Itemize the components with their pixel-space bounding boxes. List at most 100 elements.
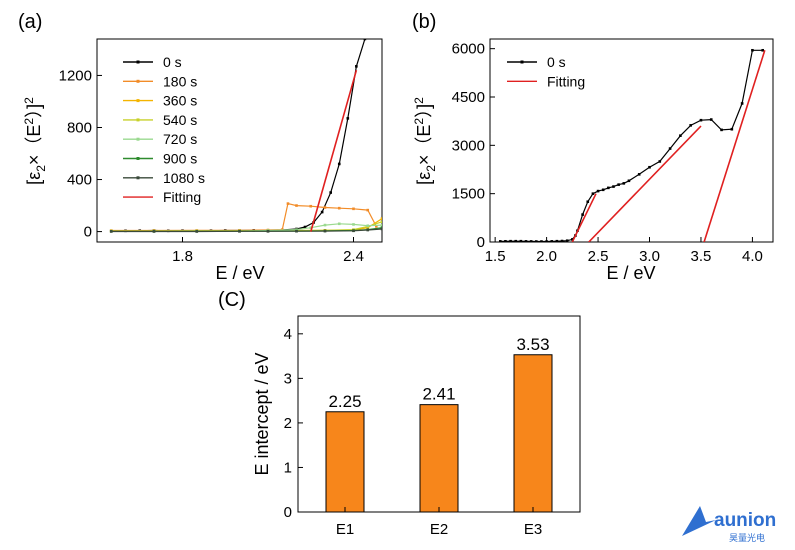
data-point (337, 222, 341, 226)
legend-label: 540 s (163, 112, 197, 128)
chart-panel-a: (a) 0 400 800 1200 1.8 2.4 0 s 180 s 360 s 540 … (18, 11, 383, 283)
data-point (323, 229, 327, 233)
data-point (352, 223, 355, 226)
data-point (372, 32, 375, 35)
y-tick-label: 0 (477, 234, 485, 251)
data-point (309, 204, 313, 208)
data-point (380, 217, 382, 220)
legend-marker (520, 60, 524, 64)
series-line (111, 39, 367, 232)
data-point (560, 239, 564, 242)
data-point (366, 208, 370, 212)
data-point (730, 127, 734, 131)
x-tick-label: 4.0 (742, 248, 763, 265)
x-axis-label-b: E / eV (606, 263, 655, 283)
y-tick-label: 0 (84, 224, 92, 241)
data-point (286, 202, 290, 205)
series-a (109, 32, 384, 233)
data-point (498, 240, 502, 242)
data-point (266, 230, 270, 233)
legend-marker (136, 137, 140, 141)
x-tick-label: E1 (336, 521, 354, 538)
series-line (588, 125, 702, 242)
y-tick-label: 4500 (452, 89, 485, 106)
data-point (622, 182, 626, 185)
series-line (571, 193, 597, 242)
plot-frame-a (96, 38, 383, 243)
panel-label-c: (C) (218, 289, 246, 311)
data-point (346, 117, 350, 120)
bar-E2 (419, 404, 459, 513)
bar-value-label: 3.53 (516, 335, 549, 354)
bars-c: 2.25 E1 2.41 E2 3.53 E3 (325, 335, 553, 538)
x-ticks-a: 1.8 2.4 (172, 237, 364, 265)
data-point (627, 179, 631, 183)
data-point (519, 239, 523, 242)
legend-label: 0 s (547, 54, 566, 70)
data-point (295, 204, 298, 207)
data-point (380, 227, 382, 231)
data-point (295, 228, 298, 231)
legend-label: 720 s (163, 131, 197, 147)
legend-label: 0 s (163, 54, 182, 70)
data-point (740, 102, 744, 105)
data-point (540, 240, 543, 242)
data-point (195, 230, 199, 233)
y-tick-label: 0 (284, 504, 292, 521)
data-point (637, 173, 641, 176)
data-point (514, 239, 518, 242)
data-point (375, 225, 378, 228)
data-point (309, 226, 313, 229)
data-point (586, 200, 590, 204)
x-tick-label: 1.5 (485, 248, 506, 265)
data-point (529, 240, 533, 242)
logo-text: aunion (714, 510, 776, 531)
legend-marker (136, 176, 140, 180)
y-tick-label: 1 (284, 459, 292, 476)
legend-label: 900 s (163, 151, 197, 167)
data-point (366, 228, 370, 232)
data-point (337, 162, 341, 166)
x-tick-label: E3 (524, 521, 542, 538)
data-point (380, 226, 382, 229)
x-tick-label: 2.4 (343, 248, 364, 265)
y-axis-label-a: [ε2×（E2）]2 (22, 97, 48, 185)
bar-value-label: 2.25 (328, 392, 361, 411)
y-tick-label: 3000 (452, 137, 485, 154)
legend-marker (136, 99, 140, 103)
data-point (323, 223, 327, 227)
logo-subtext: 昊量光电 (729, 532, 765, 543)
data-point (751, 48, 754, 52)
data-point (658, 160, 662, 163)
data-point (380, 220, 382, 224)
bar-E1 (325, 411, 365, 513)
x-tick-label: 1.8 (172, 248, 193, 265)
data-point (337, 206, 341, 210)
series-Fitting (571, 193, 597, 242)
data-point (323, 206, 327, 209)
data-point (295, 229, 298, 233)
y-ticks-c: 0 1 2 3 4 (284, 326, 303, 521)
series-b (498, 48, 766, 242)
data-point (591, 192, 595, 195)
y-tick-label: 6000 (452, 41, 485, 58)
data-point (648, 165, 651, 169)
data-point (699, 118, 703, 122)
data-point (565, 239, 569, 242)
y-axis-label-b: [ε2×（E2）]2 (412, 97, 438, 185)
data-point (380, 223, 382, 227)
bar-value-label: 2.41 (422, 385, 455, 404)
data-point (545, 240, 548, 242)
data-point (363, 39, 367, 41)
bar-E3 (513, 354, 553, 513)
data-point (381, 32, 384, 35)
data-point (571, 238, 574, 241)
data-point (617, 183, 620, 186)
series-fitting (588, 125, 702, 242)
x-tick-label: E2 (430, 521, 448, 538)
data-point (509, 239, 512, 242)
data-point (366, 224, 370, 228)
series-180-s (109, 202, 378, 232)
series-line (111, 218, 382, 232)
